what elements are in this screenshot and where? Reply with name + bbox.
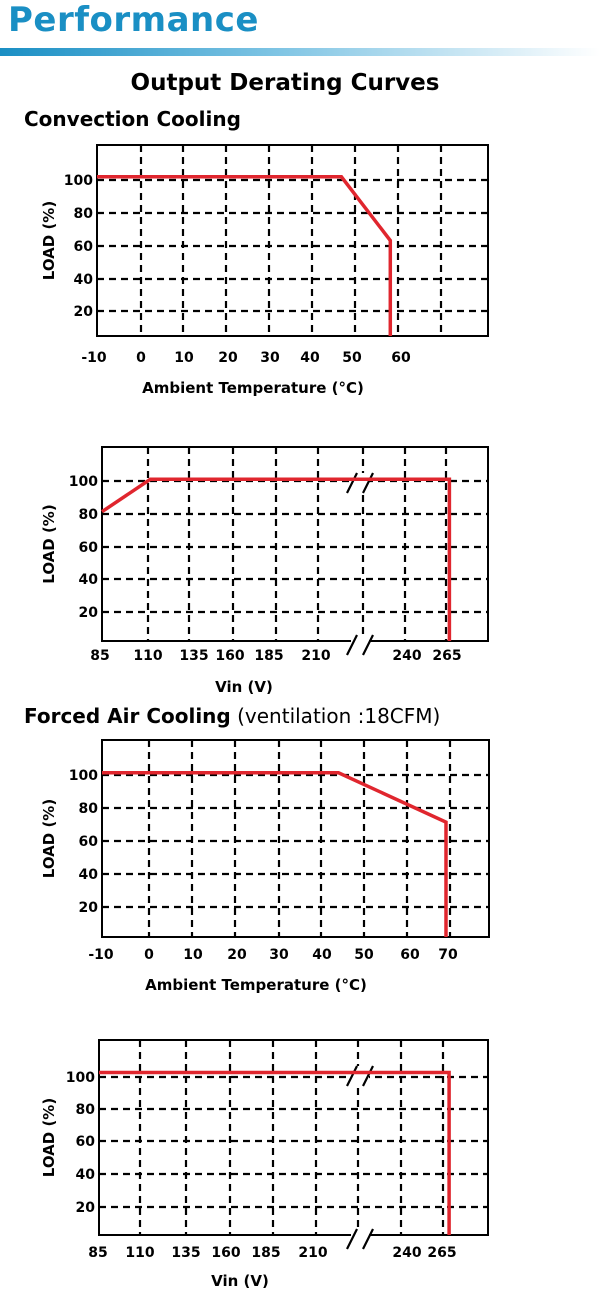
y-tick-label: 60	[74, 239, 94, 255]
x-tick-label: 50	[354, 947, 374, 963]
x-axis-title: Vin (V)	[215, 678, 273, 696]
y-tick-label: 40	[76, 1167, 96, 1183]
x-tick-label: 60	[400, 947, 420, 963]
title-underline-bar	[0, 48, 600, 56]
x-tick-label: 30	[260, 350, 280, 366]
x-tick-label: 210	[298, 1245, 327, 1261]
x-tick-label: 185	[251, 1245, 280, 1261]
x-tick-label: 0	[136, 350, 146, 366]
x-tick-label: 70	[438, 947, 458, 963]
x-tick-label: 240	[392, 648, 421, 664]
section-heading: Output Derating Curves	[130, 70, 440, 96]
derating-curve	[99, 1070, 451, 1235]
x-tick-label: 265	[432, 648, 461, 664]
y-tick-label: 20	[76, 1200, 96, 1216]
y-tick-label: 100	[64, 173, 93, 189]
y-tick-label: 40	[79, 867, 99, 883]
forced-air-cooling-title: Forced Air Cooling	[24, 704, 231, 728]
derating-curve	[97, 175, 393, 336]
x-tick-label: 20	[227, 947, 247, 963]
axis-break-gap	[351, 473, 369, 493]
x-tick-label: 0	[144, 947, 154, 963]
y-tick-label: 80	[79, 801, 99, 817]
y-tick-label: 80	[76, 1102, 96, 1118]
y-tick-label: 20	[79, 900, 99, 916]
y-tick-label: 80	[79, 507, 99, 523]
y-tick-label: 60	[76, 1134, 96, 1150]
x-tick-label: 20	[218, 350, 238, 366]
forced-air-input-voltage-derating-chart: 100 80 60 40 20 85 110 135 160 185 210 240 265 Vin (V…	[40, 1039, 489, 1290]
x-tick-label: -10	[81, 350, 107, 366]
plot-frame	[101, 739, 490, 938]
plot-frame	[101, 446, 489, 642]
x-tick-label: 185	[254, 648, 283, 664]
convection-input-voltage-derating-chart: 100 80 60 40 20 85 110 135 160 185 210 240 265 Vin (V…	[40, 446, 489, 696]
x-tick-label: 135	[171, 1245, 200, 1261]
y-tick-label: 100	[69, 768, 98, 784]
y-tick-label: 20	[74, 304, 94, 320]
y-tick-label: 20	[79, 605, 99, 621]
x-axis-title: Vin (V)	[211, 1272, 269, 1290]
axis-break-gap	[351, 635, 369, 655]
x-tick-label: 85	[90, 648, 109, 664]
y-axis-title: LOAD (%)	[40, 201, 58, 280]
x-tick-label: 40	[312, 947, 332, 963]
axis-break-mark	[346, 1228, 374, 1250]
x-tick-label: 85	[88, 1245, 107, 1261]
convection-cooling-title: Convection Cooling	[24, 107, 241, 131]
x-tick-label: 160	[215, 648, 244, 664]
plot-frame	[96, 144, 489, 337]
axis-break-mark	[346, 472, 374, 494]
y-tick-label: 100	[66, 1070, 95, 1086]
derating-curve	[101, 477, 452, 641]
x-tick-label: 160	[211, 1245, 240, 1261]
convection-cooling-heading: Convection Cooling	[24, 107, 241, 131]
y-axis-title: LOAD (%)	[40, 504, 58, 583]
x-tick-label: 30	[269, 947, 289, 963]
y-tick-label: 40	[74, 272, 94, 288]
forced-air-temperature-derating-chart: 100 80 60 40 20 -10 0 10 20 30 40 50 60 70 Ambient Tem…	[40, 739, 490, 994]
y-tick-label: 100	[69, 474, 98, 490]
x-tick-label: -10	[88, 947, 114, 963]
x-tick-label: 265	[427, 1245, 456, 1261]
y-tick-label: 80	[74, 206, 94, 222]
x-tick-label: 210	[301, 648, 330, 664]
x-tick-label: 60	[391, 350, 411, 366]
y-axis-title: LOAD (%)	[40, 799, 58, 878]
x-tick-label: 50	[342, 350, 362, 366]
y-axis-title: LOAD (%)	[40, 1098, 58, 1177]
x-tick-label: 10	[183, 947, 203, 963]
x-tick-label: 110	[133, 648, 162, 664]
forced-air-cooling-subtitle: (ventilation :18CFM)	[230, 704, 441, 728]
x-tick-label: 110	[125, 1245, 154, 1261]
x-tick-label: 40	[300, 350, 320, 366]
axis-break-gap	[351, 1066, 369, 1086]
x-tick-label: 135	[179, 648, 208, 664]
convection-temperature-derating-chart: 100 80 60 40 20 -10 0 10 20 30 40 50 60 Ambient Tempe…	[40, 144, 489, 397]
axis-break-mark	[346, 634, 374, 656]
y-tick-label: 60	[79, 834, 99, 850]
x-tick-label: 240	[392, 1245, 421, 1261]
derating-curve	[102, 771, 448, 937]
y-tick-label: 40	[79, 572, 99, 588]
x-axis-title: Ambient Temperature (°C)	[145, 976, 367, 994]
x-tick-label: 10	[174, 350, 194, 366]
x-axis-title: Ambient Temperature (°C)	[142, 379, 364, 397]
page-title: Performance	[8, 0, 259, 40]
plot-frame	[98, 1039, 489, 1236]
axis-break-mark	[346, 1065, 374, 1087]
axis-break-gap	[351, 1229, 369, 1249]
forced-air-cooling-heading: Forced Air Cooling (ventilation :18CFM)	[24, 704, 440, 728]
y-tick-label: 60	[79, 540, 99, 556]
